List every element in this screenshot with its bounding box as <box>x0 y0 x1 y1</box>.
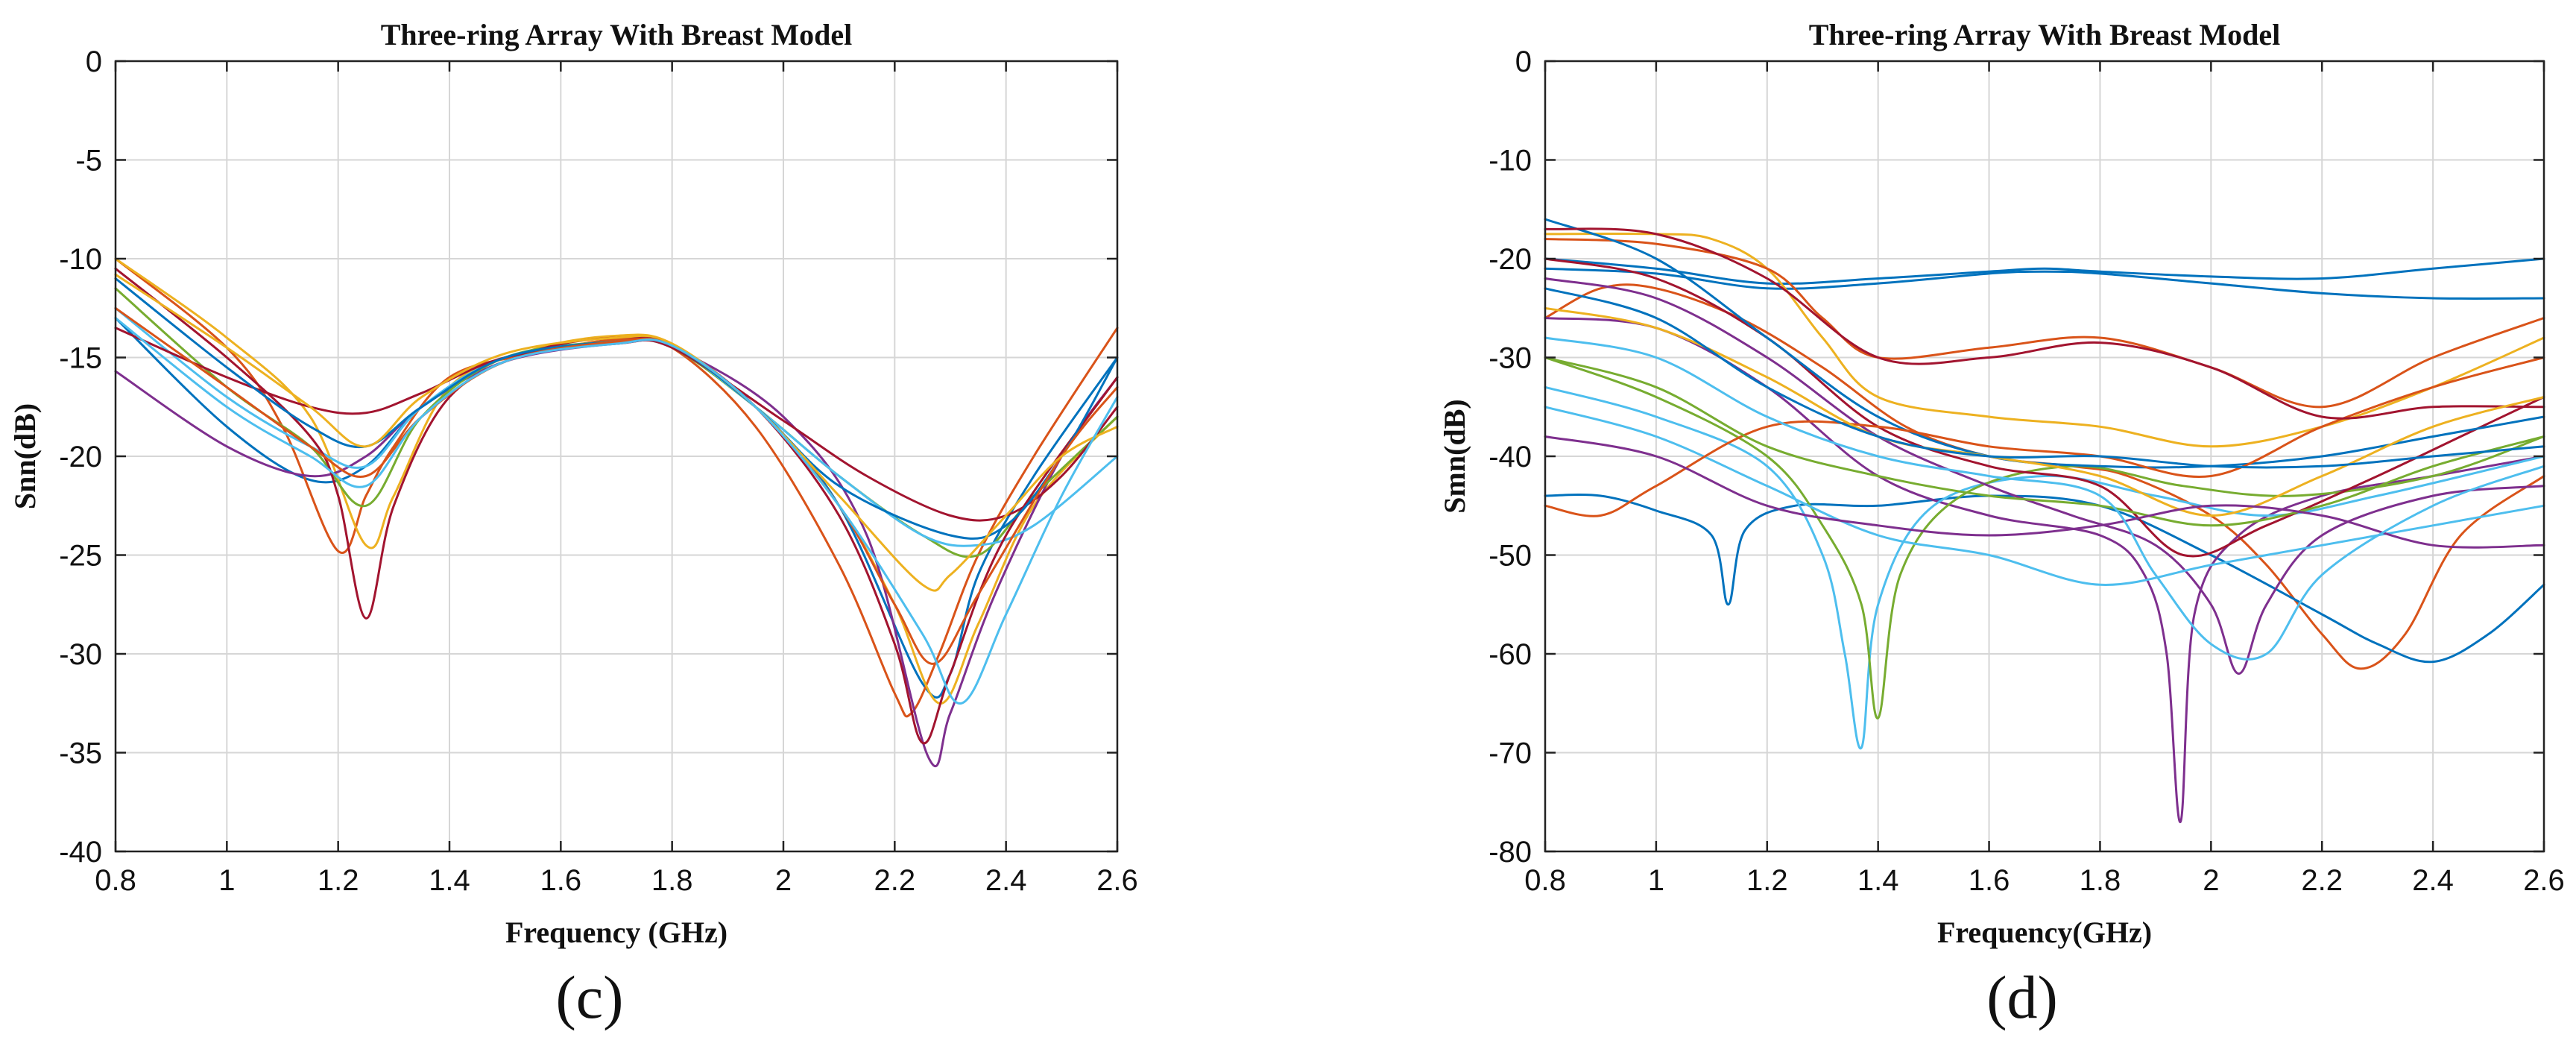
y-tick-label: -80 <box>1489 836 1532 869</box>
x-tick-label: 1 <box>1648 864 1664 897</box>
x-tick-label: 1.2 <box>318 864 359 897</box>
series-line-s12 <box>114 317 1119 705</box>
x-axis-label: Frequency(GHz) <box>1937 916 2152 949</box>
series-line-t6 <box>1544 385 2545 750</box>
series-line-t14 <box>1544 356 2545 517</box>
x-tick-label: 1.4 <box>1857 864 1899 897</box>
series-line-t3 <box>1544 283 2545 670</box>
series-line-t17 <box>1544 306 2545 517</box>
x-tick-label: 2 <box>2203 864 2219 897</box>
series-line-t20 <box>1544 287 2545 469</box>
y-axis-label: Snn(dB) <box>8 403 42 509</box>
x-tick-label: 2 <box>775 864 792 897</box>
x-tick-label: 2.2 <box>874 864 916 897</box>
y-tick-label: -60 <box>1489 638 1532 671</box>
series-group <box>1544 218 2545 823</box>
chart-title: Three-ring Array With Breast Model <box>1809 18 2281 51</box>
x-tick-label: 1.6 <box>540 864 582 897</box>
x-tick-label: 2.4 <box>2412 864 2454 897</box>
x-tick-label: 0.8 <box>1524 864 1566 897</box>
x-tick-label: 1.6 <box>1969 864 2010 897</box>
y-tick-label: -15 <box>59 342 102 375</box>
series-group <box>114 257 1119 768</box>
ticks: 0.8 1 1.2 1.4 1.6 1.8 2 2.2 2.4 2.6 0 -10 -20 -30 -40 -… <box>1489 45 2565 897</box>
series-line-s11 <box>114 273 1119 592</box>
series-line-s3 <box>114 257 1119 705</box>
series-line-t19 <box>1544 336 2545 661</box>
series-line-t10 <box>1544 238 2545 409</box>
panel-label: (c) <box>555 963 623 1031</box>
x-tick-label: 1.8 <box>2080 864 2121 897</box>
series-line-s9 <box>114 277 1119 540</box>
y-tick-label: -20 <box>59 441 102 473</box>
series-line-t7 <box>1544 356 2545 719</box>
series-line-t15 <box>1544 356 2545 527</box>
y-tick-label: -10 <box>59 243 102 276</box>
chart-title: Three-ring Array With Breast Model <box>381 18 853 51</box>
x-tick-label: 1 <box>218 864 235 897</box>
x-axis-label: Frequency (GHz) <box>505 916 727 949</box>
x-tick-label: 2.2 <box>2301 864 2343 897</box>
series-line-t5 <box>1544 317 2545 823</box>
y-tick-label: -5 <box>75 145 102 177</box>
y-tick-label: -40 <box>1489 441 1532 473</box>
y-tick-label: -30 <box>59 638 102 671</box>
series-line-t18 <box>1544 435 2545 549</box>
y-tick-label: -50 <box>1489 540 1532 573</box>
panel-label: (d) <box>1986 963 2058 1031</box>
x-tick-label: 2.4 <box>985 864 1027 897</box>
y-tick-label: -70 <box>1489 737 1532 770</box>
y-tick-label: 0 <box>86 45 102 78</box>
series-line-s4 <box>114 338 1119 768</box>
y-axis-label: Smn(dB) <box>1438 399 1471 513</box>
x-tick-label: 2.6 <box>1096 864 1138 897</box>
series-line-t11 <box>1544 406 2545 586</box>
x-tick-label: 1.2 <box>1746 864 1788 897</box>
series-line-t2 <box>1544 267 2545 300</box>
series-line-t16 <box>1544 227 2545 420</box>
y-tick-label: 0 <box>1515 45 1532 78</box>
y-tick-label: -20 <box>1489 243 1532 276</box>
ticks: 0.8 1 1.2 1.4 1.6 1.8 2 2.2 2.4 2.6 0 -5 -10 -15 -20 -2… <box>59 45 1138 897</box>
x-tick-label: 1.8 <box>651 864 693 897</box>
x-tick-label: 1.4 <box>429 864 470 897</box>
x-tick-label: 2.6 <box>2523 864 2565 897</box>
chart-panel-c: Three-ring Array With Breast Model 0.8 1 1… <box>8 18 1138 1031</box>
y-tick-label: -35 <box>59 737 102 770</box>
chart-panel-d: Three-ring Array With Breast Model 0.8 1 1… <box>1438 18 2565 1031</box>
y-tick-label: -40 <box>59 836 102 869</box>
y-tick-label: -10 <box>1489 145 1532 177</box>
series-line-s2 <box>114 257 1119 718</box>
series-line-t1 <box>1544 257 2545 286</box>
series-line-t4 <box>1544 494 2545 664</box>
series-line-t12 <box>1544 257 2545 558</box>
y-tick-label: -30 <box>1489 342 1532 375</box>
series-line-t8 <box>1544 277 2545 675</box>
x-tick-label: 0.8 <box>95 864 136 897</box>
y-tick-label: -25 <box>59 540 102 573</box>
